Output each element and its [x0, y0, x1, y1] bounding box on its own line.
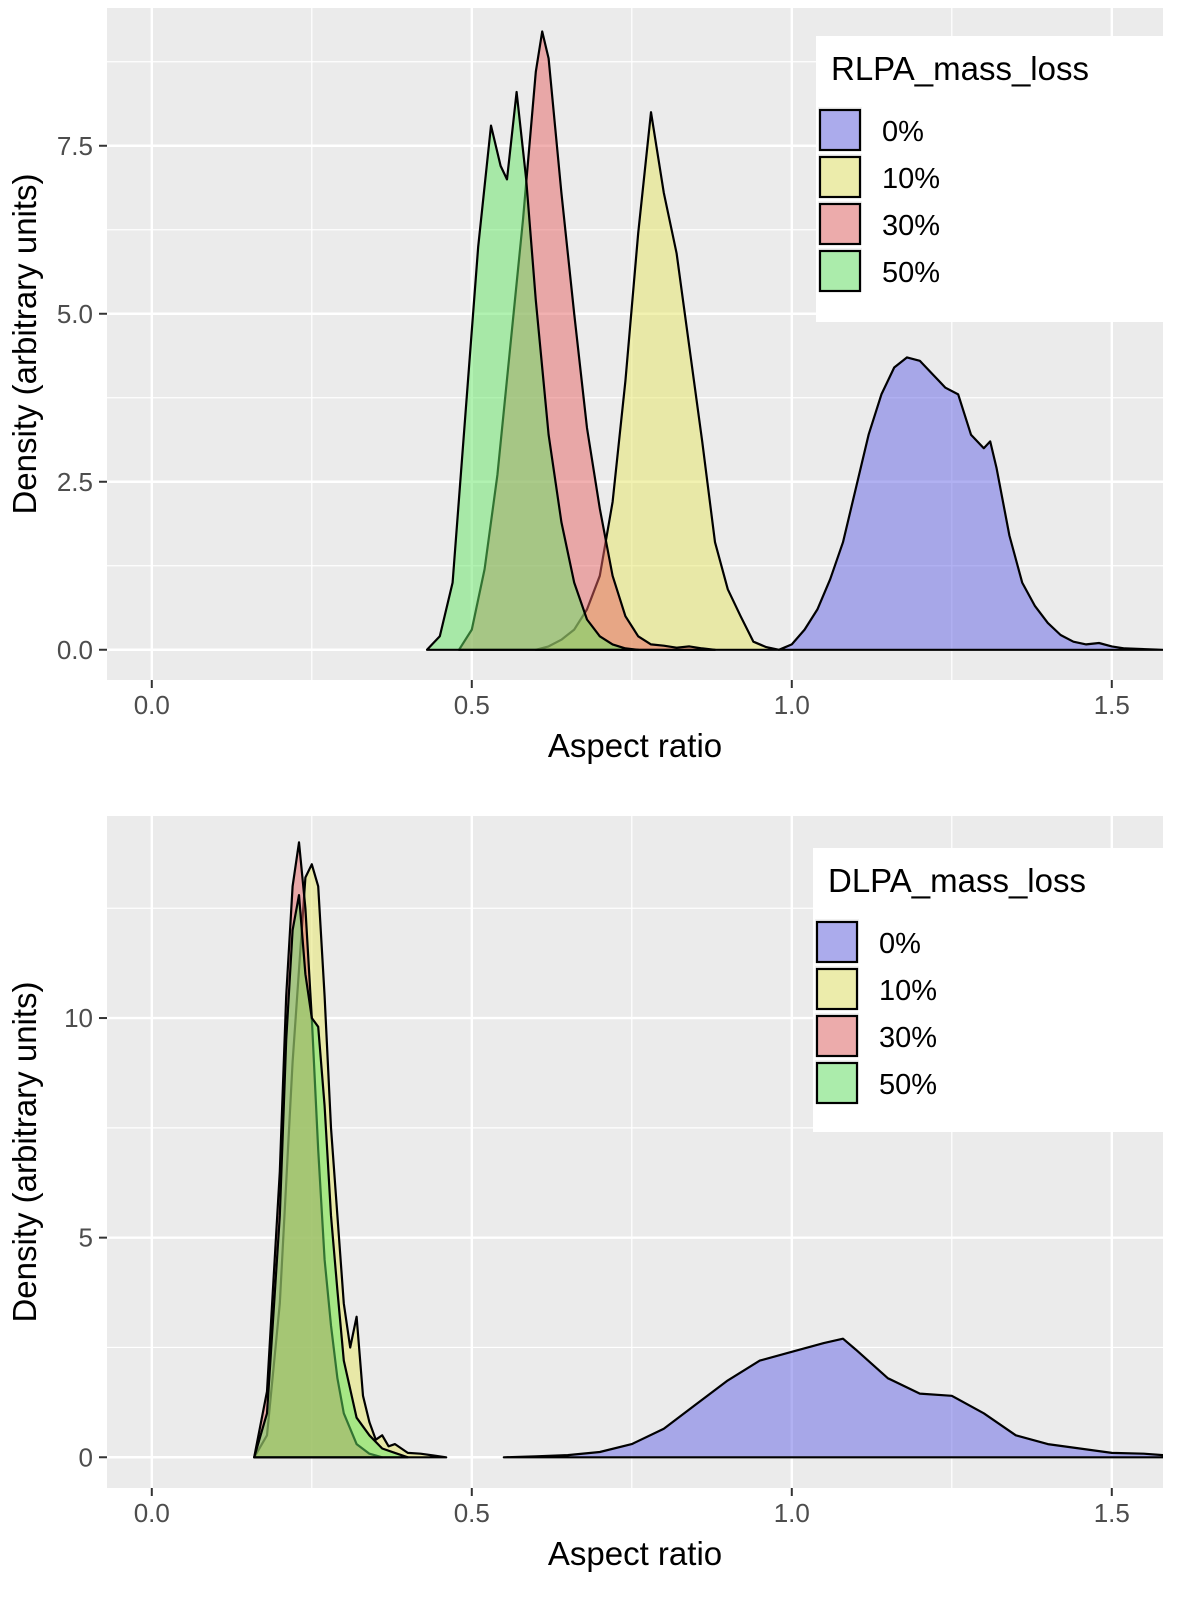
x-tick-label: 1.5	[1094, 690, 1130, 720]
x-axis-title: Aspect ratio	[548, 1535, 722, 1572]
legend-item-label: 10%	[882, 163, 940, 195]
legend-key-swatch	[820, 110, 860, 150]
y-tick-label: 0.0	[57, 635, 93, 665]
legend-item-label: 30%	[882, 210, 940, 242]
legend-key-swatch	[817, 922, 857, 962]
y-tick-label: 5.0	[57, 299, 93, 329]
x-tick-label: 0.5	[454, 1498, 490, 1528]
legend: DLPA_mass_loss 0% 10% 30% 50%	[813, 848, 1180, 1132]
legend-key-swatch	[820, 157, 860, 197]
legend-item-label: 50%	[882, 257, 940, 289]
x-tick-label: 0.5	[454, 690, 490, 720]
x-tick-label: 1.5	[1094, 1498, 1130, 1528]
y-tick-label: 5	[79, 1223, 93, 1253]
legend-key-swatch	[817, 969, 857, 1009]
figure: 0.0 0.5 1.0 1.5 0.0 2.5 5.0 7.5 Aspect ratio Dens…	[0, 0, 1200, 1606]
y-tick-label: 2.5	[57, 467, 93, 497]
legend-title: RLPA_mass_loss	[831, 50, 1089, 87]
x-tick-label: 0.0	[134, 1498, 170, 1528]
legend-item-label: 10%	[879, 975, 937, 1007]
legend-item-label: 30%	[879, 1022, 937, 1054]
chart-panel-2: 0.0 0.5 1.0 1.5 0 5 10 Aspect ratio Density (arb…	[0, 816, 1200, 1572]
legend-title: DLPA_mass_loss	[828, 862, 1086, 899]
y-tick-label: 7.5	[57, 131, 93, 161]
legend-item-label: 50%	[879, 1069, 937, 1101]
legend-key-swatch	[820, 251, 860, 291]
legend-key-swatch	[817, 1016, 857, 1056]
y-tick-label: 10	[64, 1003, 93, 1033]
x-axis-title: Aspect ratio	[548, 727, 722, 764]
legend: RLPA_mass_loss 0% 10% 30% 50%	[816, 36, 1180, 322]
legend-key-swatch	[817, 1063, 857, 1103]
y-axis-title: Density (arbitrary units)	[6, 173, 43, 514]
legend-item-label: 0%	[882, 116, 924, 148]
y-axis-title: Density (arbitrary units)	[6, 981, 43, 1322]
x-tick-label: 1.0	[774, 690, 810, 720]
x-tick-label: 1.0	[774, 1498, 810, 1528]
chart-panel-1: 0.0 0.5 1.0 1.5 0.0 2.5 5.0 7.5 Aspect ratio Dens…	[0, 8, 1200, 764]
legend-item-label: 0%	[879, 928, 921, 960]
x-tick-label: 0.0	[134, 690, 170, 720]
y-tick-label: 0	[79, 1442, 93, 1472]
legend-key-swatch	[820, 204, 860, 244]
